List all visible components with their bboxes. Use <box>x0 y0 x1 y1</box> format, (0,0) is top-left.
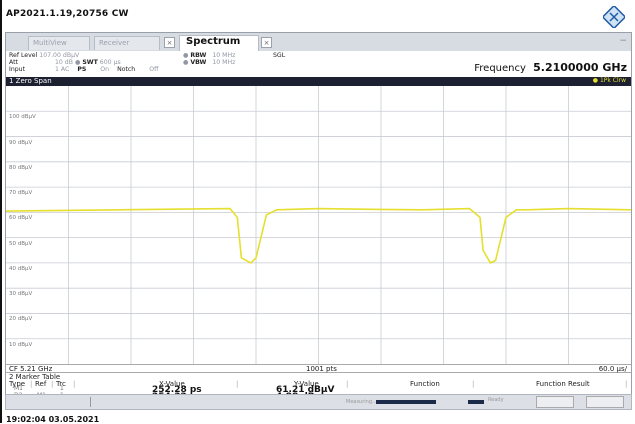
tab-spectrum[interactable]: Spectrum <box>179 35 259 51</box>
status-button-1[interactable] <box>536 396 574 408</box>
ref-level: Ref Level 107.00 dBμV <box>9 52 80 59</box>
y-tick-label: 10 dBμV <box>9 341 33 348</box>
y-tick-label: 60 dBμV <box>9 215 33 222</box>
attenuation: Att 10 dB ● SWT 600 μs <box>9 59 121 66</box>
col-x-value: X-Value <box>159 380 185 388</box>
sgl-indicator: SGL <box>273 52 286 59</box>
col-trc: Trc <box>56 380 66 388</box>
marker-x-value: 252.28 ps <box>152 385 202 395</box>
ready-label: Ready <box>488 397 504 403</box>
x-axis-center-frequency: CF 5.21 GHz <box>9 365 53 373</box>
y-tick-label: 40 dBμV <box>9 265 33 272</box>
vbw-setting: ● VBW 10 MHz <box>183 59 236 66</box>
capture-timestamp: 19:02:04 03.05.2021 <box>6 415 100 424</box>
marker-type: M1 <box>14 385 23 392</box>
minimize-icon[interactable]: − <box>619 36 627 46</box>
y-tick-label: 100 dBμV <box>9 114 36 121</box>
y-tick-label: 70 dBμV <box>9 190 33 197</box>
tab-close-icon[interactable]: × <box>164 37 175 48</box>
trace-chart <box>6 86 631 364</box>
input-settings: Input 1 AC PS On Notch Off <box>9 66 159 73</box>
marker-table-title: 2 Marker Table <box>9 373 61 381</box>
trace-badge: ● 1Pk Clrw <box>592 77 626 84</box>
y-tick-label: 30 dBμV <box>9 291 33 298</box>
progress-bar <box>376 400 436 404</box>
y-tick-label: 50 dBμV <box>9 240 33 247</box>
status-bar: Measuring... Ready <box>5 394 632 410</box>
y-tick-label: 20 dBμV <box>9 316 33 323</box>
marker-y-value: 61.21 dBμV <box>276 385 335 395</box>
status-button-2[interactable] <box>586 396 624 408</box>
trace-window-header: 1 Zero Span ● 1Pk Clrw <box>6 77 631 86</box>
tab-multiview[interactable]: MultiView <box>28 36 90 50</box>
y-tick-label: 80 dBμV <box>9 164 33 171</box>
col-type: Type <box>9 380 26 388</box>
zero-span-plot[interactable]: 100 dBμV 90 dBμV 80 dBμV 70 dBμV 60 dBμV 50 d… <box>6 86 631 364</box>
trace-series-line <box>6 207 631 264</box>
instrument-title: AP2021.1.19,20756 CW <box>6 9 129 19</box>
y-tick-label: 90 dBμV <box>9 139 33 146</box>
tab-receiver[interactable]: Receiver <box>94 36 160 50</box>
col-y-value: Y-Value <box>294 380 319 388</box>
rbw-setting: ● RBW 10 MHz <box>183 52 236 59</box>
x-axis-scale: 60.0 μs/ <box>598 365 627 373</box>
marker-trace: 1 <box>60 385 64 392</box>
rohde-schwarz-logo-icon <box>603 6 625 28</box>
tab-bar: MultiView Receiver × Spectrum × − <box>6 33 631 51</box>
x-axis-points: 1001 pts <box>306 365 337 373</box>
ready-indicator-icon <box>468 400 484 404</box>
center-frequency[interactable]: Frequency 5.2100000 GHz <box>474 61 627 74</box>
x-axis-info: CF 5.21 GHz 1001 pts 60.0 μs/ <box>6 364 631 373</box>
col-function-result: Function Result <box>536 380 590 388</box>
tab-close-icon[interactable]: × <box>261 37 272 48</box>
analyzer-screen: MultiView Receiver × Spectrum × − Ref Le… <box>5 32 632 409</box>
col-function: Function <box>410 380 440 388</box>
col-ref: Ref <box>35 380 47 388</box>
measuring-label: Measuring... <box>346 399 377 405</box>
left-edge <box>0 0 2 423</box>
measurement-settings: Ref Level 107.00 dBμV Att 10 dB ● SWT 60… <box>6 51 631 77</box>
